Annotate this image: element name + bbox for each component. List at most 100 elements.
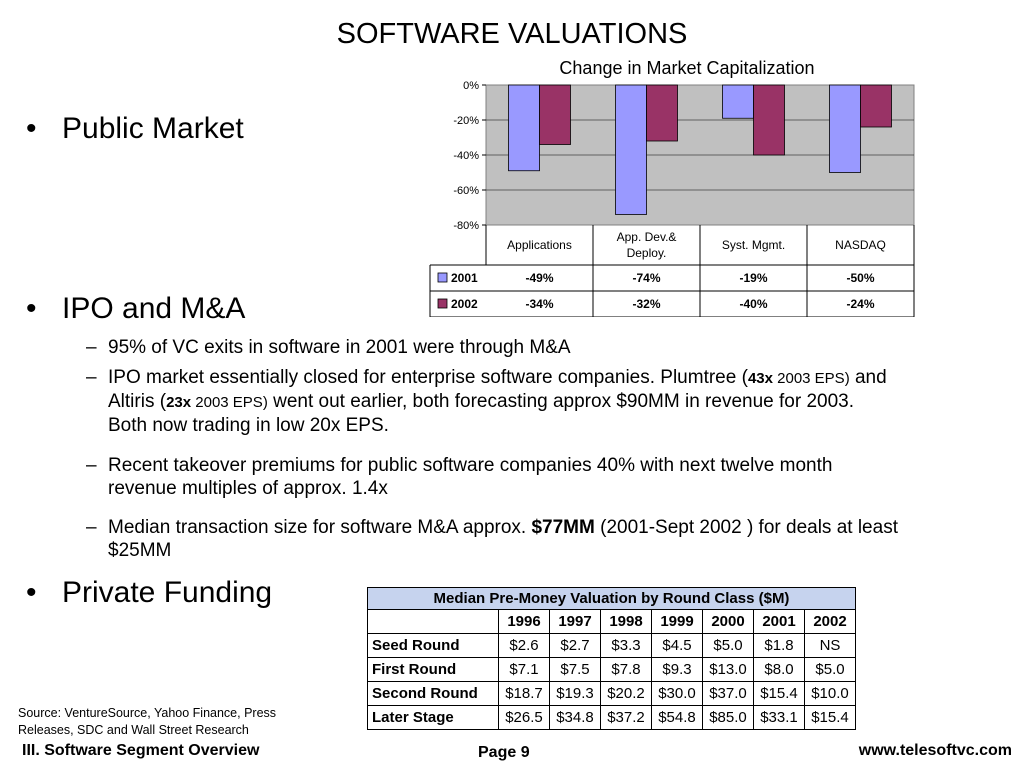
sub-bullet-dash: – <box>86 517 97 538</box>
year-header: 1996 <box>498 609 550 634</box>
data-label: -50% <box>846 271 874 285</box>
table-cell: $4.5 <box>651 633 703 658</box>
chart-title: Change in Market Capitalization <box>559 58 815 78</box>
table-cell: $9.3 <box>651 657 703 682</box>
table-cell: $33.1 <box>753 705 805 730</box>
bullet-dot: • <box>26 576 37 609</box>
legend-label-2001: 2001 <box>451 271 478 285</box>
table-cell: $54.8 <box>651 705 703 730</box>
table-title: Median Pre-Money Valuation by Round Clas… <box>367 587 856 610</box>
table-cell: $15.4 <box>804 705 856 730</box>
table-cell: $2.7 <box>549 633 601 658</box>
year-header: 2000 <box>702 609 754 634</box>
bullet-private-funding-text: Private Funding <box>62 576 273 609</box>
row-label: First Round <box>367 657 499 682</box>
sub-bullet-median: – Median transaction size for software M… <box>86 516 898 562</box>
bar-2001-4 <box>829 84 861 173</box>
table-cell: $7.1 <box>498 657 550 682</box>
table-cell: $34.8 <box>549 705 601 730</box>
bullet-dot: • <box>26 112 37 145</box>
year-header: 2001 <box>753 609 805 634</box>
data-label: -19% <box>739 271 767 285</box>
data-label: -49% <box>525 271 553 285</box>
sub-bullet-dash: – <box>86 367 97 388</box>
table-row: First Round $7.1 $7.5 $7.8 $9.3 $13.0 $8.0 $5.0 <box>367 657 856 682</box>
table-cell: $3.3 <box>600 633 652 658</box>
bullet-dot: • <box>26 292 37 325</box>
table-row: Seed Round $2.6 $2.7 $3.3 $4.5 $5.0 $1.8 NS <box>367 633 856 658</box>
category-label: Syst. Mgmt. <box>722 238 785 252</box>
median-text-1: Median transaction size for software M&A… <box>108 517 532 538</box>
y-tick-label: -80% <box>453 220 479 232</box>
legend-swatch-2001 <box>437 272 448 283</box>
plumtree-eps: 2003 EPS) <box>772 370 850 387</box>
legend-swatch-2002 <box>437 298 448 309</box>
category-label: Applications <box>507 238 572 252</box>
median-amount: $77MM <box>531 517 595 538</box>
data-label: -24% <box>846 297 874 311</box>
table-cell: $85.0 <box>702 705 754 730</box>
table-cell: $10.0 <box>804 681 856 706</box>
data-label: -40% <box>739 297 767 311</box>
table-row: Second Round $18.7 $19.3 $20.2 $30.0 $37.0 $15… <box>367 681 856 706</box>
sub-bullet-vc-exits-text: 95% of VC exits in software in 2001 were… <box>108 337 571 358</box>
footer-url: www.telesoftvc.com <box>858 742 1012 759</box>
footer-section: III. Software Segment Overview <box>22 742 260 759</box>
altiris-eps: 2003 EPS) <box>191 394 268 411</box>
ipo-text-2: and Altiris ( <box>108 367 887 412</box>
table-body: Seed Round $2.6 $2.7 $3.3 $4.5 $5.0 $1.8 NS Firs… <box>367 633 856 730</box>
y-tick-label: -20% <box>453 115 479 127</box>
data-label: -34% <box>525 297 553 311</box>
bullet-public-market-text: Public Market <box>62 112 244 145</box>
plumtree-multiple: 43x <box>747 370 773 387</box>
category-label: App. Dev.& <box>617 230 677 244</box>
bar-2002-2 <box>646 84 678 142</box>
median-text-2: (2001-Sept 2002 ) for deals at least $25… <box>108 517 898 561</box>
bullet-private-funding: • Private Funding <box>26 576 273 610</box>
year-header: 1997 <box>549 609 601 634</box>
table-cell: $5.0 <box>804 657 856 682</box>
table-cell: $13.0 <box>702 657 754 682</box>
table-cell: $37.0 <box>702 681 754 706</box>
bar-2002-3 <box>753 84 785 156</box>
bar-2001-1 <box>508 84 540 172</box>
table-cell: NS <box>804 633 856 658</box>
bar-2002-1 <box>539 84 571 145</box>
table-cell: $30.0 <box>651 681 703 706</box>
table-cell: $15.4 <box>753 681 805 706</box>
table-row: Later Stage $26.5 $34.8 $37.2 $54.8 $85.0 $33.… <box>367 705 856 730</box>
table-cell: $7.5 <box>549 657 601 682</box>
table-cell: $5.0 <box>702 633 754 658</box>
category-label: NASDAQ <box>835 238 886 252</box>
sub-bullet-dash: – <box>86 455 97 476</box>
y-tick-label: -60% <box>453 185 479 197</box>
valuation-table: Median Pre-Money Valuation by Round Clas… <box>367 587 856 730</box>
year-header: 2002 <box>804 609 856 634</box>
source-note: Source: VentureSource, Yahoo Finance, Pr… <box>18 706 277 737</box>
table-cell: $2.6 <box>498 633 550 658</box>
table-cell: $1.8 <box>753 633 805 658</box>
row-label: Second Round <box>367 681 499 706</box>
ipo-text-3: went out earlier, both forecasting appro… <box>108 391 854 436</box>
sub-bullet-takeover: – Recent takeover premiums for public so… <box>86 454 848 500</box>
bar-2002-4 <box>860 84 892 128</box>
page-number: Page 9 <box>478 744 530 761</box>
row-label: Seed Round <box>367 633 499 658</box>
table-cell: $18.7 <box>498 681 550 706</box>
altiris-multiple: 23x <box>166 394 192 411</box>
bullet-ipo-ma-text: IPO and M&A <box>62 292 246 325</box>
ipo-text-1: IPO market essentially closed for enterp… <box>108 367 748 388</box>
data-label: -74% <box>632 271 660 285</box>
year-header: 1999 <box>651 609 703 634</box>
table-cell: $8.0 <box>753 657 805 682</box>
bullet-public-market: • Public Market <box>26 112 244 146</box>
table-header-row: 1996 1997 1998 1999 2000 2001 2002 <box>367 609 856 634</box>
slide-title: SOFTWARE VALUATIONS <box>336 18 688 50</box>
year-header: 1998 <box>600 609 652 634</box>
y-tick-label: -40% <box>453 150 479 162</box>
market-cap-chart: 0% -20% -40% -60% -80% Applications App. Dev.&… <box>429 80 915 317</box>
category-label: Deploy. <box>627 246 667 260</box>
bar-2001-3 <box>722 84 754 119</box>
legend-label-2002: 2002 <box>451 297 478 311</box>
data-label: -32% <box>632 297 660 311</box>
